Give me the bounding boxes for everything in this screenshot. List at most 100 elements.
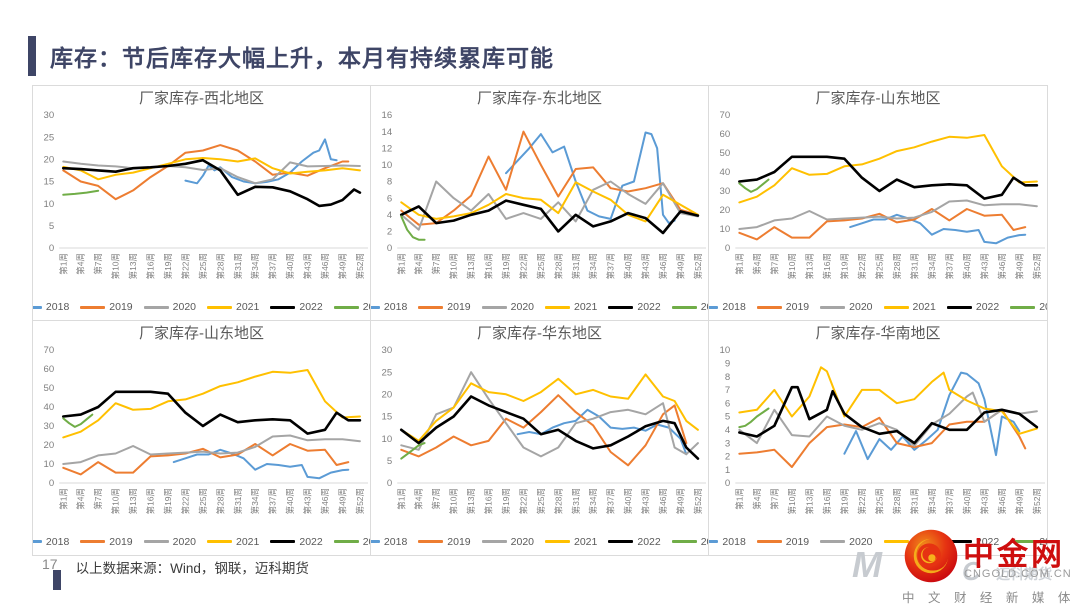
x-axis-tick: 第34周 bbox=[926, 253, 937, 279]
x-axis-tick: 第1周 bbox=[733, 488, 744, 510]
series-line-2023 bbox=[400, 441, 426, 460]
x-axis-tick: 第28周 bbox=[215, 488, 225, 514]
x-axis-tick: 第52周 bbox=[693, 488, 703, 514]
legend-label: 2018 bbox=[722, 535, 746, 548]
x-axis-tick: 第49周 bbox=[675, 488, 685, 514]
legend-swatch bbox=[883, 540, 909, 543]
legend-swatch bbox=[756, 305, 782, 309]
x-axis-tick: 第49周 bbox=[1013, 488, 1024, 514]
legend-swatch bbox=[418, 305, 444, 309]
y-axis-tick: 10 bbox=[44, 459, 55, 470]
x-axis-tick: 第10周 bbox=[449, 488, 459, 514]
y-axis-tick: 5 bbox=[387, 456, 392, 467]
series-line-2023 bbox=[62, 189, 100, 196]
legend-swatch bbox=[545, 305, 570, 309]
legend-label: 2022 bbox=[975, 535, 1000, 548]
legend-label: 2023 bbox=[1039, 301, 1047, 313]
y-axis-tick: 20 bbox=[720, 205, 731, 216]
x-axis-tick: 第4周 bbox=[751, 488, 762, 510]
series-line-2019 bbox=[62, 442, 350, 475]
y-axis-tick: 0 bbox=[49, 243, 54, 254]
legend-label: 2018 bbox=[45, 535, 70, 548]
legend-item-2018: 2018 bbox=[371, 301, 407, 313]
x-axis-tick: 第31周 bbox=[571, 488, 581, 514]
x-axis-tick: 第22周 bbox=[518, 253, 528, 279]
y-axis-tick: 0 bbox=[725, 478, 730, 489]
legend-swatch bbox=[820, 305, 846, 309]
legend-swatch bbox=[946, 540, 972, 543]
x-axis-tick: 第7周 bbox=[768, 488, 779, 510]
x-axis-tick: 第34周 bbox=[250, 253, 260, 279]
y-axis-tick: 50 bbox=[44, 383, 55, 394]
x-axis-tick: 第10周 bbox=[786, 488, 797, 514]
x-axis-tick: 第40周 bbox=[285, 253, 295, 279]
legend-item-2023: 2023 bbox=[1010, 301, 1047, 313]
x-axis-tick: 第7周 bbox=[431, 253, 441, 275]
legend-swatch bbox=[1010, 305, 1036, 309]
y-axis-tick: 2 bbox=[387, 227, 392, 238]
legend-item-2022: 2022 bbox=[946, 301, 999, 313]
y-axis-tick: 25 bbox=[44, 132, 55, 143]
legend-item-2021: 2021 bbox=[207, 301, 259, 313]
x-axis-tick: 第4周 bbox=[414, 253, 424, 275]
x-axis-tick: 第40周 bbox=[623, 253, 633, 279]
legend-swatch bbox=[33, 540, 42, 543]
legend-item-2022: 2022 bbox=[270, 301, 323, 313]
y-axis-tick: 20 bbox=[44, 155, 55, 166]
x-axis-tick: 第7周 bbox=[93, 253, 103, 275]
x-axis-tick: 第43周 bbox=[978, 253, 989, 279]
y-axis-tick: 30 bbox=[382, 345, 393, 356]
x-axis-tick: 第46周 bbox=[658, 253, 668, 279]
x-axis-tick: 第49周 bbox=[675, 253, 685, 279]
legend-item-2023: 2023 bbox=[333, 536, 370, 548]
chart-legend: 2018 2019 2020 2021 2022 2023 bbox=[709, 296, 1047, 318]
series-line-2022 bbox=[738, 155, 1039, 200]
legend-item-2020: 2020 bbox=[481, 536, 534, 548]
legend-swatch bbox=[481, 305, 507, 309]
cngold-tagline: 中 文 财 经 新 媒 体 bbox=[902, 591, 1076, 605]
maike-watermark-letter: M bbox=[852, 544, 882, 585]
legend-item-2018: 2018 bbox=[33, 301, 69, 313]
cngold-url: CNGOLD.COM.CN bbox=[964, 568, 1072, 580]
cngold-branding: M C 迈科期货 中金网 CNGOLD.COM.CN 中 文 财 经 新 媒 体 bbox=[850, 524, 1080, 606]
x-axis-tick: 第49周 bbox=[337, 488, 347, 514]
y-axis-tick: 0 bbox=[387, 243, 392, 254]
x-axis-tick: 第46周 bbox=[996, 253, 1007, 279]
legend-item-2019: 2019 bbox=[756, 301, 809, 313]
series-line-2021 bbox=[400, 181, 699, 223]
legend-swatch bbox=[545, 540, 570, 543]
line-chart: 0 1 2 3 4 5 6 7 8 9 10 第1周 第4周 第7周 第10周 第13周 第16周 第19周 第22… bbox=[720, 345, 1045, 514]
x-axis-tick: 第10周 bbox=[786, 253, 797, 279]
y-axis-tick: 15 bbox=[44, 177, 55, 188]
x-axis-tick: 第1周 bbox=[396, 488, 406, 510]
y-axis-tick: 20 bbox=[382, 389, 393, 400]
cngold-site-name: 中金网 bbox=[963, 537, 1065, 572]
series-line-2022 bbox=[399, 199, 700, 235]
legend-label: 2020 bbox=[172, 301, 196, 313]
x-axis-tick: 第16周 bbox=[146, 488, 156, 514]
x-axis-tick: 第37周 bbox=[943, 253, 954, 279]
y-axis-tick: 3 bbox=[725, 438, 730, 449]
legend-item-2020: 2020 bbox=[143, 301, 196, 313]
y-axis-tick: 30 bbox=[44, 421, 55, 432]
x-axis-tick: 第7周 bbox=[431, 488, 441, 510]
series-line-2018 bbox=[504, 131, 676, 225]
legend-label: 2020 bbox=[849, 535, 873, 548]
x-axis-tick: 第13周 bbox=[128, 253, 138, 279]
x-axis-tick: 第31周 bbox=[233, 253, 243, 279]
x-axis-tick: 第40周 bbox=[285, 488, 295, 514]
chart-panel-northwest: 厂家库存-西北地区 0 5 10 15 20 25 30 第1周 第4周 第7周 第10周 第13周第… bbox=[33, 86, 371, 321]
x-axis-tick: 第52周 bbox=[1031, 253, 1042, 279]
x-axis-tick: 第34周 bbox=[588, 253, 598, 279]
y-axis-tick: 10 bbox=[720, 345, 731, 356]
x-axis-tick: 第31周 bbox=[908, 488, 919, 514]
data-source-note: 以上数据来源：Wind，钢联，迈科期货 bbox=[75, 561, 309, 576]
legend-swatch bbox=[946, 305, 972, 309]
legend-item-2020: 2020 bbox=[481, 301, 534, 313]
legend-swatch bbox=[608, 305, 634, 309]
series-line-2019 bbox=[738, 208, 1027, 241]
x-axis-tick: 第25周 bbox=[873, 253, 884, 279]
legend-swatch bbox=[371, 540, 380, 543]
